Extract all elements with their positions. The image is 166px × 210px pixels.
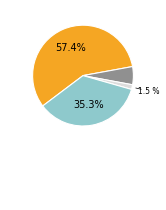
Wedge shape	[83, 67, 133, 85]
Text: 57.4%: 57.4%	[55, 43, 86, 53]
Wedge shape	[83, 76, 133, 89]
Wedge shape	[43, 76, 131, 126]
Text: 1.5 %: 1.5 %	[138, 87, 160, 96]
Text: 35.3%: 35.3%	[73, 100, 104, 110]
Wedge shape	[33, 25, 133, 106]
